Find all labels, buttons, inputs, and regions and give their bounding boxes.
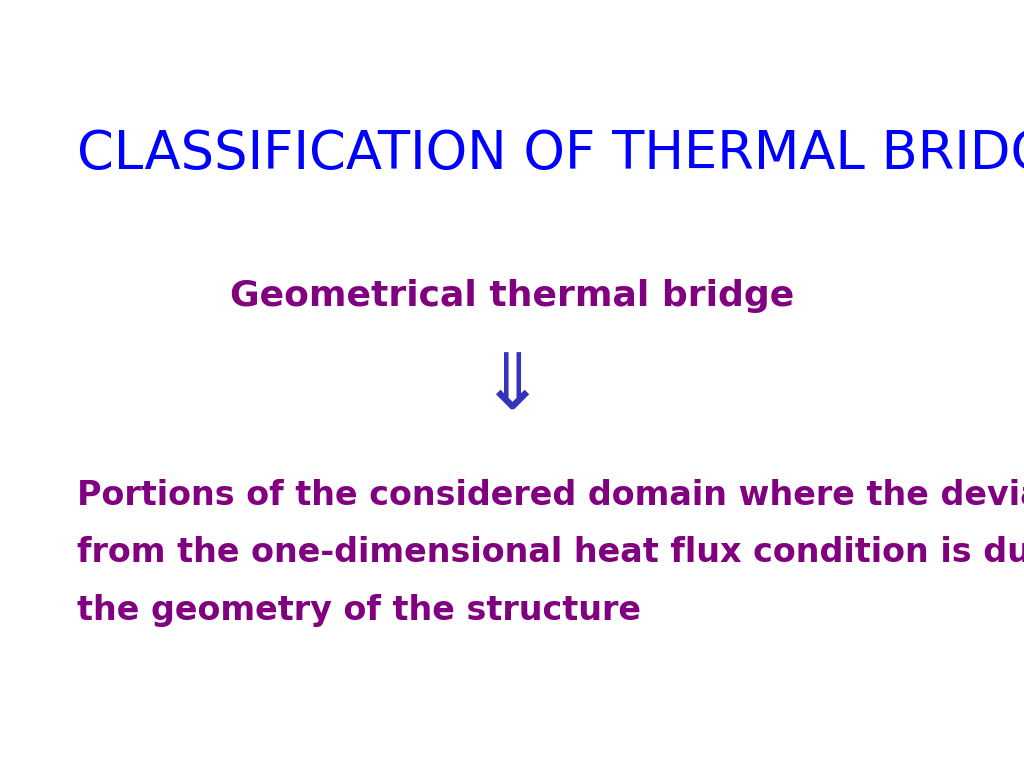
Text: the geometry of the structure: the geometry of the structure <box>77 594 641 627</box>
Text: Geometrical thermal bridge: Geometrical thermal bridge <box>229 279 795 313</box>
Text: Portions of the considered domain where the deviation: Portions of the considered domain where … <box>77 479 1024 511</box>
Text: ⇓: ⇓ <box>479 350 545 425</box>
Text: from the one-dimensional heat flux condition is due to: from the one-dimensional heat flux condi… <box>77 537 1024 569</box>
Text: CLASSIFICATION OF THERMAL BRIDGES: CLASSIFICATION OF THERMAL BRIDGES <box>77 127 1024 180</box>
